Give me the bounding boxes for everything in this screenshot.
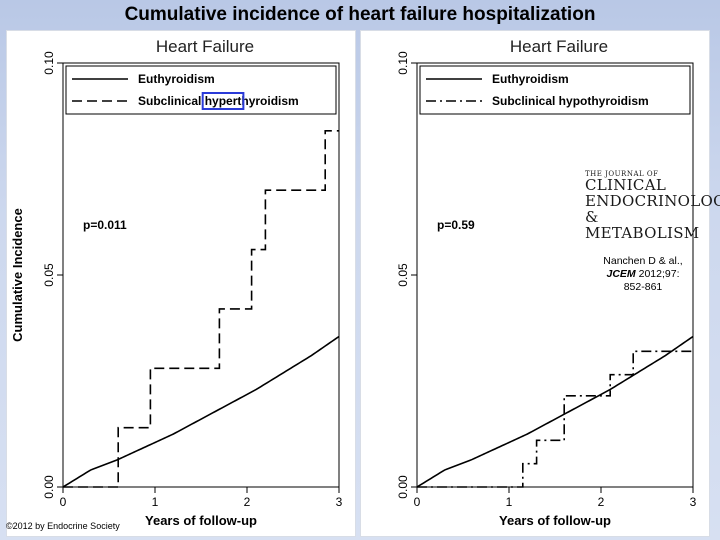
citation-pages: 852-861 <box>623 280 663 293</box>
chart-left-highlight-box <box>201 92 245 110</box>
chart-left-legend-label: Euthyroidism <box>138 72 215 86</box>
chart-left-legend-label-part: Subclinical <box>138 94 205 108</box>
copyright: ©2012 by Endocrine Society <box>6 521 120 531</box>
chart-left-legend <box>65 65 337 115</box>
chart-right-legend-label: Subclinical hypothyroidism <box>492 94 649 108</box>
chart-left-x-tick-label: 3 <box>336 495 343 509</box>
chart-left-y-tick-label: 0.10 <box>42 51 56 75</box>
chart-left-legend-label-part: hyroidism <box>241 94 298 108</box>
chart-left-y-tick-label: 0.00 <box>42 475 56 499</box>
slide-title: Cumulative incidence of heart failure ho… <box>124 4 596 25</box>
journal-logo-line3: ENDOCRINOLOGY <box>585 192 720 211</box>
chart-left-p-value: p=0.011 <box>83 218 127 232</box>
chart-left: Heart Failure 0.00 0.05 0.10 0 1 2 3 Years of fo… <box>10 37 343 528</box>
chart-right-x-axis-label: Years of follow-up <box>499 513 611 528</box>
chart-left-y-axis-label: Cumulative Incidence <box>10 208 25 342</box>
citation-volume: 2012;97: <box>638 267 680 280</box>
chart-left-x-tick-label: 0 <box>60 495 67 509</box>
chart-right-legend-label: Euthyroidism <box>492 72 569 86</box>
chart-panel-left: Heart Failure 0.00 0.05 0.10 0 1 2 3 Years of fo… <box>6 30 356 537</box>
chart-right-series-subclinical <box>417 350 693 488</box>
chart-right-y-tick-label: 0.10 <box>396 51 410 75</box>
citation: Nanchen D & al., JCEM 2012;97: 852-861 <box>587 255 699 293</box>
chart-left-x-tick-label: 2 <box>244 495 251 509</box>
citation-journal: JCEM <box>606 267 636 280</box>
chart-panel-right: Heart Failure 0.00 0.05 0.10 0 1 2 3 Years of fo… <box>360 30 720 537</box>
chart-right-x-tick-label: 2 <box>598 495 605 509</box>
chart-left-legend-label: Subclinical hyperthyroidism <box>138 94 299 108</box>
journal-logo-line2: CLINICAL <box>585 176 667 195</box>
chart-right-x-tick-label: 0 <box>414 495 421 509</box>
chart-right-x-tick-label: 3 <box>690 495 697 509</box>
chart-left-x-tick-label: 1 <box>152 495 159 509</box>
chart-right-p-value: p=0.59 <box>437 218 475 232</box>
journal-logo-line1: THE JOURNAL OF <box>585 170 659 178</box>
chart-right-y-tick-label: 0.00 <box>396 475 410 499</box>
chart-left-x-axis-label: Years of follow-up <box>145 513 257 528</box>
journal-logo: THE JOURNAL OF CLINICAL ENDOCRINOLOGY & … <box>585 170 720 242</box>
journal-logo-line4: & METABOLISM <box>585 207 700 242</box>
chart-right: Heart Failure 0.00 0.05 0.10 0 1 2 3 Years of fo… <box>396 37 697 528</box>
chart-left-series-subclinical <box>63 130 339 488</box>
chart-right-x-tick-label: 1 <box>506 495 513 509</box>
chart-left-title: Heart Failure <box>156 37 254 56</box>
chart-right-legend <box>419 65 691 115</box>
chart-right-title: Heart Failure <box>510 37 608 56</box>
chart-right-y-tick-label: 0.05 <box>396 263 410 287</box>
citation-journal-line: JCEM 2012;97: <box>587 268 699 281</box>
chart-right-series-euthyroidism <box>416 335 694 488</box>
chart-left-legend-label-part: hypert <box>205 94 242 108</box>
chart-left-y-tick-label: 0.05 <box>42 263 56 287</box>
citation-authors: Nanchen D & al., <box>603 255 683 267</box>
chart-left-plot-frame <box>62 62 340 488</box>
chart-left-series-euthyroidism <box>62 335 340 488</box>
